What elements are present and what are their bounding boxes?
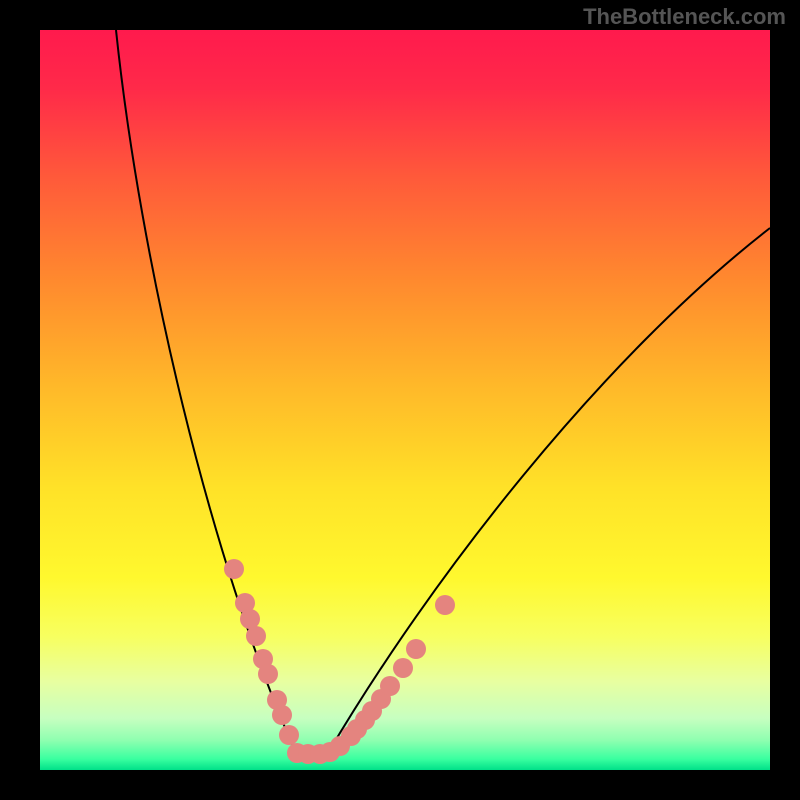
bottleneck-chart xyxy=(0,0,800,800)
data-marker xyxy=(224,559,244,579)
chart-container: TheBottleneck.com xyxy=(0,0,800,800)
data-marker xyxy=(380,676,400,696)
data-marker xyxy=(272,705,292,725)
data-marker xyxy=(393,658,413,678)
data-marker xyxy=(246,626,266,646)
watermark-text: TheBottleneck.com xyxy=(583,4,786,30)
data-marker xyxy=(406,639,426,659)
data-marker xyxy=(435,595,455,615)
data-marker xyxy=(240,609,260,629)
data-marker xyxy=(279,725,299,745)
data-marker xyxy=(258,664,278,684)
